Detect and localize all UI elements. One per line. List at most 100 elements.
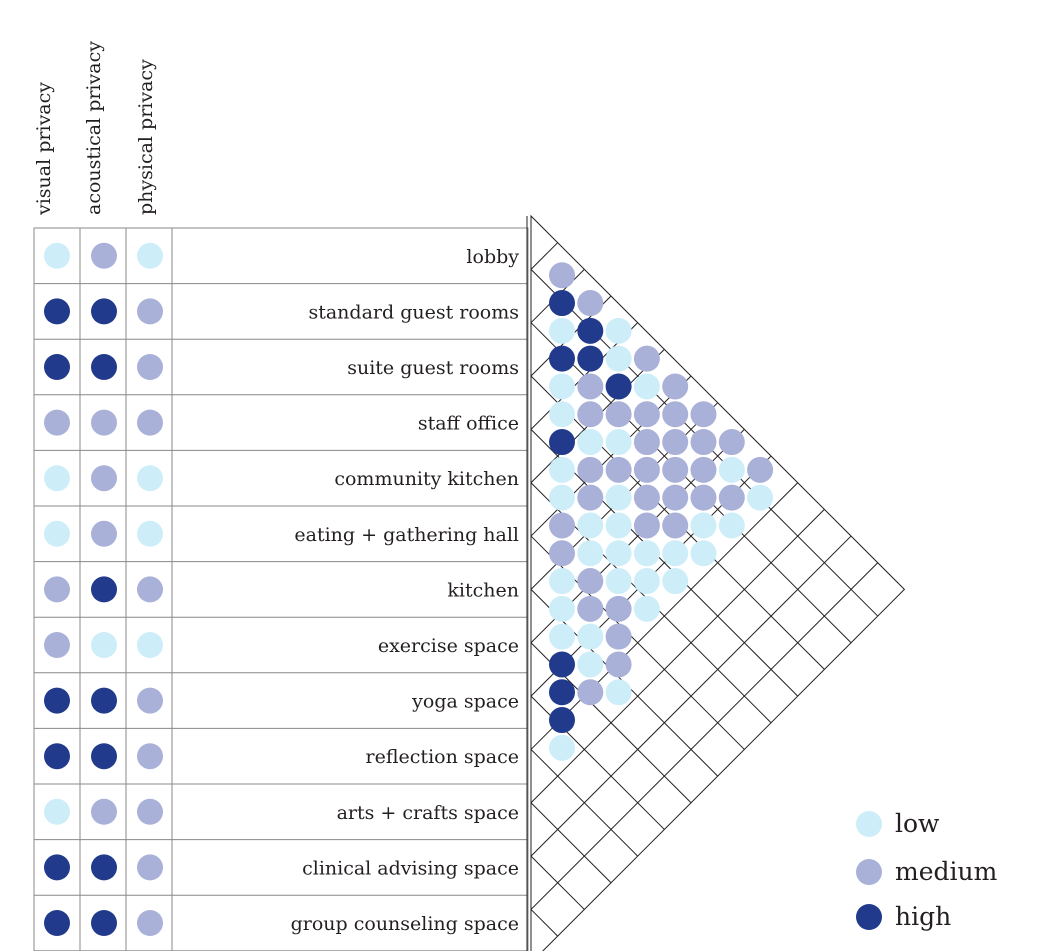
physical-privacy-low-dot — [137, 465, 163, 492]
matrix-medium-dot — [690, 484, 717, 511]
matrix-low-dot — [605, 345, 632, 372]
acoustical-privacy-medium-dot — [91, 520, 117, 547]
matrix-diagonal-up — [530, 509, 825, 804]
matrix-medium-dot — [633, 401, 660, 428]
table-row: standard guest rooms — [44, 298, 519, 325]
matrix-medium-dot — [633, 512, 660, 539]
acoustical-privacy-high-dot — [91, 854, 117, 881]
matrix-medium-dot — [549, 262, 575, 289]
matrix-high-dot — [605, 373, 632, 400]
row-label: group counseling space — [291, 913, 519, 935]
matrix-diagonal-up — [530, 482, 799, 750]
visual-privacy-low-dot — [44, 798, 70, 825]
visual-privacy-medium-dot — [44, 576, 70, 603]
table-row: eating + gathering hall — [44, 520, 519, 547]
matrix-high-dot — [549, 707, 575, 734]
visual-privacy-high-dot — [44, 298, 70, 325]
matrix-low-dot — [577, 512, 604, 539]
matrix-low-dot — [690, 540, 717, 567]
physical-privacy-low-dot — [137, 632, 163, 658]
legend-item-medium: medium — [856, 857, 998, 886]
table-row: exercise space — [44, 632, 519, 658]
visual-privacy-medium-dot — [44, 409, 70, 436]
matrix-low-dot — [549, 595, 575, 622]
matrix-medium-dot — [690, 456, 717, 483]
matrix-low-dot — [577, 623, 604, 650]
matrix-medium-dot — [605, 651, 632, 678]
row-label: arts + crafts space — [337, 802, 519, 824]
table-row: suite guest rooms — [44, 354, 519, 380]
matrix-low-dot — [549, 456, 575, 483]
matrix-low-dot — [605, 540, 632, 567]
matrix-medium-dot — [662, 429, 689, 456]
matrix-low-dot — [549, 401, 575, 428]
matrix-low-dot — [747, 484, 774, 511]
matrix-high-dot — [549, 651, 575, 678]
matrix-medium-dot — [577, 373, 604, 400]
table-row: reflection space — [44, 743, 519, 770]
row-label: exercise space — [378, 635, 519, 657]
column-header-visual: visual privacy — [33, 82, 55, 216]
table-row: group counseling space — [44, 910, 519, 936]
matrix-medium-dot — [662, 373, 689, 400]
table-row: lobby — [44, 242, 519, 269]
matrix-medium-dot — [605, 456, 632, 483]
column-headers: visual privacy acoustical privacy physical… — [33, 41, 157, 216]
matrix-low-dot — [549, 484, 575, 511]
row-label: lobby — [466, 246, 519, 268]
matrix-low-dot — [549, 568, 575, 595]
row-label: yoga space — [411, 691, 519, 713]
acoustical-privacy-medium-dot — [91, 409, 117, 436]
row-label: suite guest rooms — [347, 357, 519, 379]
matrix-medium-dot — [633, 484, 660, 511]
matrix-medium-dot — [690, 401, 717, 428]
legend-medium-swatch — [856, 859, 882, 885]
matrix-medium-dot — [577, 484, 604, 511]
matrix-high-dot — [549, 290, 575, 317]
matrix-medium-dot — [747, 456, 774, 483]
matrix-low-dot — [718, 456, 745, 483]
acoustical-privacy-high-dot — [91, 910, 117, 936]
matrix-low-dot — [633, 373, 660, 400]
physical-privacy-medium-dot — [137, 409, 163, 436]
physical-privacy-medium-dot — [137, 576, 163, 603]
matrix-low-dot — [605, 679, 632, 706]
visual-privacy-high-dot — [44, 854, 70, 881]
column-header-physical: physical privacy — [135, 59, 157, 215]
table-row: yoga space — [44, 687, 519, 714]
row-label: clinical advising space — [302, 857, 519, 879]
row-label: community kitchen — [334, 468, 519, 490]
matrix-low-dot — [633, 540, 660, 567]
matrix-medium-dot — [605, 595, 632, 622]
visual-privacy-high-dot — [44, 354, 70, 380]
matrix-diagonal-up — [530, 562, 879, 910]
row-label: staff office — [418, 413, 519, 435]
adjacency-matrix — [526, 214, 906, 951]
matrix-low-dot — [605, 568, 632, 595]
legend-label: medium — [895, 857, 998, 886]
row-label: eating + gathering hall — [294, 524, 519, 546]
matrix-high-dot — [549, 345, 575, 372]
matrix-diagonal-up — [530, 242, 559, 270]
physical-privacy-medium-dot — [137, 910, 163, 936]
matrix-low-dot — [549, 623, 575, 650]
matrix-low-dot — [577, 429, 604, 456]
row-label: standard guest rooms — [308, 301, 519, 323]
table-grid — [33, 227, 529, 951]
physical-privacy-low-dot — [137, 242, 163, 269]
matrix-medium-dot — [633, 345, 660, 372]
legend-label: low — [895, 809, 940, 838]
matrix-diagonal-down — [530, 802, 612, 884]
matrix-low-dot — [605, 429, 632, 456]
matrix-medium-dot — [577, 290, 604, 317]
matrix-low-dot — [605, 512, 632, 539]
matrix-medium-dot — [605, 623, 632, 650]
legend-item-high: high — [856, 902, 951, 931]
matrix-medium-dot — [690, 429, 717, 456]
table-row: kitchen — [44, 576, 519, 603]
row-label: kitchen — [447, 579, 519, 601]
acoustical-privacy-high-dot — [91, 576, 117, 603]
visual-privacy-high-dot — [44, 687, 70, 714]
legend: low medium high — [856, 809, 998, 931]
